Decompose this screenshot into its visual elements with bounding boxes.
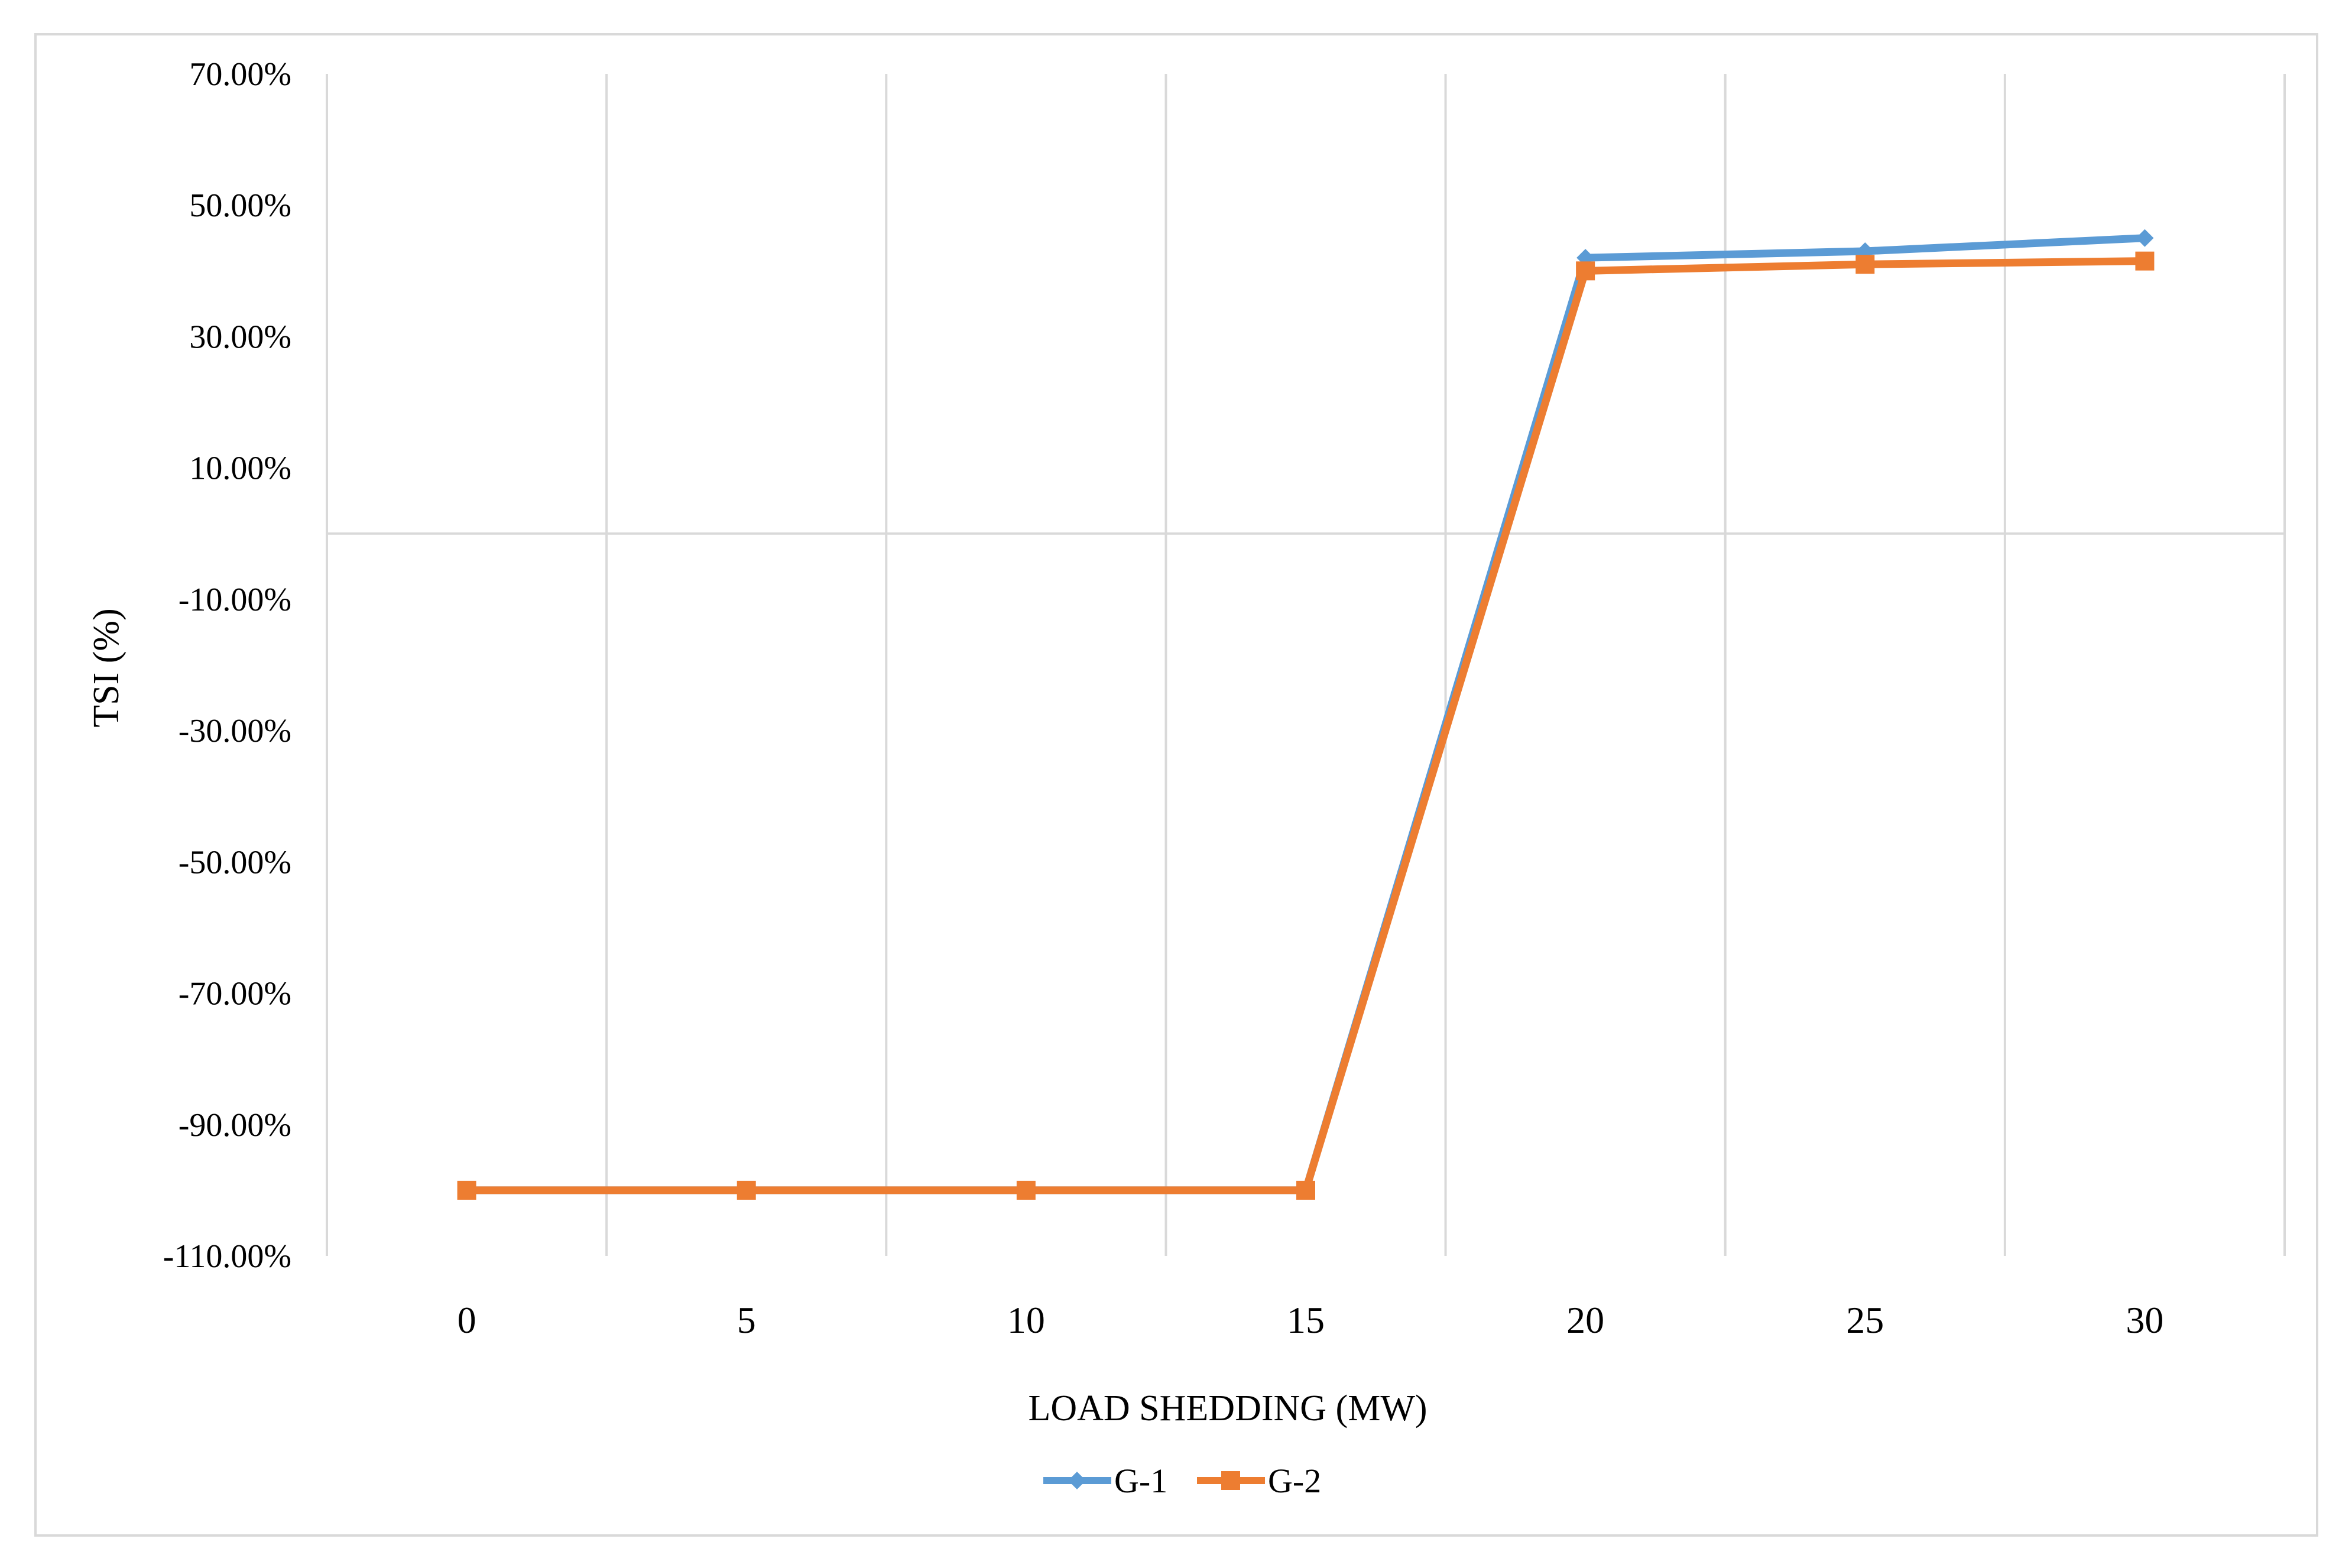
y-tick-label: -30.00%	[179, 713, 291, 749]
data-point	[1016, 1180, 1036, 1200]
data-point	[457, 1180, 476, 1200]
y-tick-label: 10.00%	[189, 450, 291, 487]
data-point	[1576, 261, 1595, 281]
series-g-2	[457, 251, 2155, 1200]
x-axis-title: LOAD SHEDDING (MW)	[1028, 1388, 1427, 1429]
x-tick-label: 25	[1846, 1299, 1884, 1341]
x-tick-label: 10	[1007, 1299, 1045, 1341]
data-point	[737, 1180, 756, 1200]
y-axis-title: TSI (%)	[86, 608, 126, 727]
x-tick-label: 5	[737, 1299, 756, 1341]
x-tick-label: 15	[1287, 1299, 1325, 1341]
y-tick-label: -90.00%	[179, 1107, 291, 1144]
legend-label: G-2	[1268, 1462, 1321, 1500]
y-tick-label: -110.00%	[163, 1238, 291, 1275]
legend-item-g-1: G-1	[1043, 1462, 1167, 1500]
data-point	[2136, 229, 2154, 247]
x-tick-label: 30	[2126, 1299, 2163, 1341]
y-axis-ticks: 70.00% 50.00% 30.00% 10.00% -10.00% -30.00% -5…	[163, 56, 291, 1275]
data-point	[1296, 1180, 1315, 1200]
y-tick-label: 30.00%	[189, 319, 291, 355]
legend-label: G-1	[1114, 1462, 1167, 1500]
x-tick-label: 20	[1566, 1299, 1604, 1341]
x-tick-label: 0	[458, 1299, 476, 1341]
legend-item-g-2: G-2	[1197, 1462, 1321, 1500]
legend-marker	[1068, 1472, 1086, 1489]
legend: G-1 G-2	[1043, 1462, 1321, 1500]
y-tick-label: -70.00%	[179, 976, 291, 1012]
chart-border	[34, 33, 2318, 1537]
legend-marker	[1221, 1471, 1240, 1490]
y-tick-label: -10.00%	[179, 582, 291, 618]
data-point	[1855, 255, 1875, 274]
y-tick-label: 70.00%	[189, 56, 291, 93]
gridlines	[326, 74, 2286, 1256]
series-layer	[457, 229, 2155, 1200]
y-tick-label: 50.00%	[189, 187, 291, 224]
x-axis-ticks: 0 5 10 15 20 25 30	[458, 1299, 2164, 1341]
y-tick-label: -50.00%	[179, 844, 291, 881]
data-point	[2135, 251, 2155, 271]
